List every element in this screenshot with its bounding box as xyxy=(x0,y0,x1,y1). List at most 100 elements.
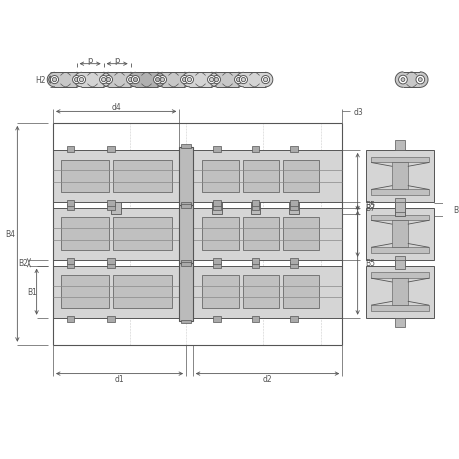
Bar xyxy=(394,202,404,212)
Bar xyxy=(394,257,404,266)
Bar xyxy=(202,160,238,193)
Bar xyxy=(365,266,433,318)
Bar xyxy=(394,141,404,151)
Bar xyxy=(251,201,259,207)
Bar xyxy=(192,151,341,202)
Bar xyxy=(243,73,265,88)
Bar xyxy=(282,218,319,251)
Bar xyxy=(192,208,341,260)
Circle shape xyxy=(106,78,110,83)
Bar xyxy=(251,258,259,264)
Bar xyxy=(111,202,121,214)
Bar xyxy=(394,260,404,270)
Polygon shape xyxy=(420,73,427,88)
Circle shape xyxy=(104,76,112,84)
Bar xyxy=(290,316,297,322)
Bar xyxy=(81,73,103,88)
Bar xyxy=(53,266,179,318)
Circle shape xyxy=(236,78,240,83)
Bar xyxy=(250,202,260,214)
Circle shape xyxy=(415,76,424,85)
Bar xyxy=(213,316,220,322)
Bar xyxy=(192,266,341,318)
Circle shape xyxy=(50,76,58,84)
Circle shape xyxy=(214,78,218,83)
Bar xyxy=(213,258,220,264)
Bar xyxy=(181,260,190,264)
Bar xyxy=(370,306,428,311)
Polygon shape xyxy=(238,73,245,88)
Bar xyxy=(394,318,404,328)
Bar xyxy=(107,205,114,210)
Circle shape xyxy=(160,78,164,83)
Text: B7: B7 xyxy=(364,204,375,213)
Bar xyxy=(61,218,109,251)
Bar xyxy=(108,73,130,88)
Bar xyxy=(54,73,77,88)
Circle shape xyxy=(398,76,406,85)
Bar xyxy=(370,190,428,196)
Bar xyxy=(290,147,297,152)
Bar xyxy=(213,147,220,152)
Circle shape xyxy=(126,76,134,84)
Circle shape xyxy=(180,76,188,84)
Bar xyxy=(61,276,109,308)
Bar xyxy=(213,262,220,268)
Bar xyxy=(181,320,190,324)
Bar xyxy=(290,258,297,264)
Polygon shape xyxy=(74,73,81,88)
Circle shape xyxy=(131,76,139,84)
Text: B2: B2 xyxy=(18,259,28,268)
Circle shape xyxy=(77,76,85,84)
Polygon shape xyxy=(130,73,138,88)
Polygon shape xyxy=(103,73,111,88)
Bar xyxy=(61,160,109,193)
Circle shape xyxy=(158,76,166,84)
Bar xyxy=(179,206,192,263)
Bar xyxy=(67,262,74,268)
Text: p: p xyxy=(114,56,119,65)
Polygon shape xyxy=(394,73,402,88)
Bar xyxy=(181,262,190,266)
Bar xyxy=(107,262,114,268)
Bar xyxy=(370,273,428,279)
Bar xyxy=(242,218,278,251)
Bar xyxy=(202,276,238,308)
Bar xyxy=(112,276,171,308)
Text: B5: B5 xyxy=(364,201,375,210)
Bar xyxy=(179,148,192,206)
Circle shape xyxy=(185,76,193,84)
Circle shape xyxy=(128,78,133,83)
Text: B5: B5 xyxy=(364,259,375,268)
Bar xyxy=(242,276,278,308)
Bar xyxy=(67,316,74,322)
Bar xyxy=(202,218,238,251)
Circle shape xyxy=(52,78,56,83)
Bar xyxy=(107,201,114,207)
Bar xyxy=(212,202,221,214)
Polygon shape xyxy=(235,73,243,88)
Circle shape xyxy=(239,76,247,84)
Bar xyxy=(181,145,190,149)
Bar xyxy=(402,73,420,88)
Bar xyxy=(213,205,220,210)
Bar xyxy=(394,199,404,208)
Circle shape xyxy=(155,78,159,83)
Polygon shape xyxy=(209,73,216,88)
Bar xyxy=(112,160,171,193)
Polygon shape xyxy=(101,73,108,88)
Bar xyxy=(53,208,179,260)
Bar xyxy=(67,201,74,207)
Text: B7: B7 xyxy=(452,205,459,214)
Polygon shape xyxy=(265,73,272,88)
Text: d3: d3 xyxy=(353,108,363,117)
Circle shape xyxy=(212,76,220,84)
Circle shape xyxy=(234,76,242,84)
Circle shape xyxy=(261,76,269,84)
Circle shape xyxy=(207,76,215,84)
Bar xyxy=(67,147,74,152)
Circle shape xyxy=(263,78,267,83)
Bar xyxy=(107,258,114,264)
Circle shape xyxy=(133,78,137,83)
Bar xyxy=(290,262,297,268)
